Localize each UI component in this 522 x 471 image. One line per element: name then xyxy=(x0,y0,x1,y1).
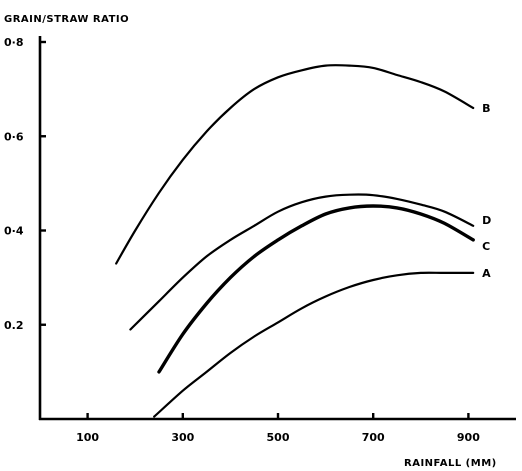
series-line-c xyxy=(157,204,475,374)
series-labels: B DC A xyxy=(482,102,491,280)
series-label-a: A xyxy=(482,267,491,280)
x-axis-title: RAINFALL (MM) xyxy=(404,458,497,469)
axes: 0.2 0·4 0·6 0·8 100 300 500 700 900 xyxy=(4,36,516,444)
series-line-a xyxy=(153,271,475,418)
x-tick-label: 100 xyxy=(76,431,99,444)
x-tick-label: 700 xyxy=(362,431,385,444)
x-tick-label: 300 xyxy=(171,431,194,444)
x-tick-label: 900 xyxy=(457,431,480,444)
y-tick-label: 0.2 xyxy=(4,319,24,332)
series-label-b: B xyxy=(482,102,490,115)
series-line-b xyxy=(115,64,475,265)
series-label-c: C xyxy=(482,240,490,253)
series-label-d: D xyxy=(482,214,491,227)
y-axis-title: GRAIN/STRAW RATIO xyxy=(4,14,129,25)
y-tick-label: 0·8 xyxy=(4,36,24,49)
y-tick-label: 0·4 xyxy=(4,225,24,238)
series-line-d xyxy=(129,193,475,331)
y-tick-label: 0·6 xyxy=(4,130,24,143)
x-tick-label: 500 xyxy=(267,431,290,444)
curves xyxy=(115,64,475,418)
